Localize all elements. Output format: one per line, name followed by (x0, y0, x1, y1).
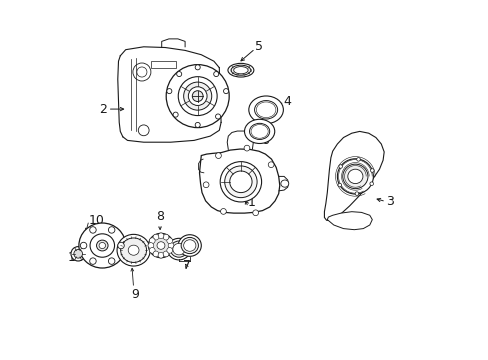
Circle shape (149, 238, 155, 243)
Circle shape (133, 63, 151, 81)
Circle shape (370, 169, 373, 172)
Text: 5: 5 (255, 40, 263, 53)
Circle shape (252, 210, 258, 216)
Ellipse shape (280, 180, 288, 187)
Circle shape (137, 67, 146, 77)
Text: 4: 4 (283, 95, 291, 108)
Circle shape (354, 192, 358, 195)
Circle shape (215, 153, 221, 158)
Ellipse shape (151, 237, 170, 255)
Ellipse shape (254, 100, 277, 119)
Ellipse shape (90, 234, 114, 257)
Text: 8: 8 (156, 210, 163, 223)
Ellipse shape (128, 245, 139, 255)
Circle shape (153, 251, 159, 257)
Polygon shape (324, 131, 384, 220)
Ellipse shape (181, 238, 198, 253)
Circle shape (89, 227, 96, 233)
Ellipse shape (337, 159, 373, 194)
Circle shape (158, 233, 163, 239)
Text: 6: 6 (260, 134, 268, 147)
Circle shape (203, 182, 208, 188)
Ellipse shape (99, 243, 105, 248)
Circle shape (138, 125, 149, 136)
Circle shape (369, 182, 373, 185)
Circle shape (215, 114, 220, 119)
Ellipse shape (248, 96, 283, 123)
Text: 7: 7 (183, 259, 190, 272)
Polygon shape (199, 149, 279, 213)
Circle shape (213, 72, 218, 77)
Polygon shape (326, 212, 371, 230)
Ellipse shape (166, 65, 229, 128)
Ellipse shape (249, 123, 269, 139)
Ellipse shape (178, 77, 217, 116)
Polygon shape (151, 61, 176, 68)
Ellipse shape (148, 233, 173, 258)
Ellipse shape (183, 240, 196, 251)
Circle shape (176, 72, 182, 77)
Circle shape (108, 227, 115, 233)
Ellipse shape (188, 87, 206, 105)
Ellipse shape (183, 82, 211, 110)
Text: 9: 9 (130, 288, 139, 301)
Circle shape (337, 183, 341, 187)
Text: 2: 2 (99, 103, 107, 116)
Ellipse shape (192, 91, 203, 102)
Ellipse shape (79, 223, 125, 268)
Ellipse shape (229, 171, 251, 193)
Ellipse shape (233, 67, 247, 74)
Ellipse shape (172, 243, 185, 255)
Circle shape (163, 234, 168, 240)
Circle shape (118, 242, 124, 249)
Circle shape (173, 112, 178, 117)
Circle shape (153, 234, 159, 240)
Circle shape (108, 258, 115, 264)
Ellipse shape (220, 162, 261, 202)
Circle shape (163, 251, 168, 257)
Circle shape (220, 208, 226, 214)
Ellipse shape (117, 234, 150, 266)
Text: 11: 11 (68, 251, 83, 264)
Ellipse shape (170, 241, 187, 257)
Circle shape (80, 242, 87, 249)
Circle shape (158, 252, 163, 258)
Ellipse shape (342, 164, 367, 189)
Circle shape (148, 243, 153, 248)
Circle shape (268, 162, 273, 168)
Text: 3: 3 (385, 195, 393, 208)
Ellipse shape (224, 166, 257, 198)
Circle shape (74, 249, 82, 258)
Ellipse shape (121, 238, 146, 262)
Ellipse shape (244, 119, 274, 144)
Circle shape (356, 158, 360, 161)
Circle shape (166, 89, 171, 94)
Circle shape (149, 248, 155, 253)
Circle shape (338, 165, 342, 168)
Circle shape (195, 65, 200, 70)
Circle shape (168, 243, 174, 248)
Circle shape (71, 247, 85, 261)
Circle shape (166, 238, 172, 243)
Ellipse shape (227, 63, 253, 77)
Ellipse shape (178, 235, 201, 256)
Circle shape (166, 248, 172, 253)
Circle shape (244, 145, 249, 151)
Circle shape (195, 122, 200, 127)
Ellipse shape (347, 169, 362, 184)
Ellipse shape (96, 240, 108, 251)
Ellipse shape (167, 238, 190, 260)
Circle shape (223, 89, 228, 94)
Ellipse shape (230, 65, 250, 75)
Circle shape (89, 258, 96, 264)
Text: 10: 10 (89, 214, 104, 227)
Text: 1: 1 (247, 196, 255, 209)
Ellipse shape (157, 242, 164, 249)
